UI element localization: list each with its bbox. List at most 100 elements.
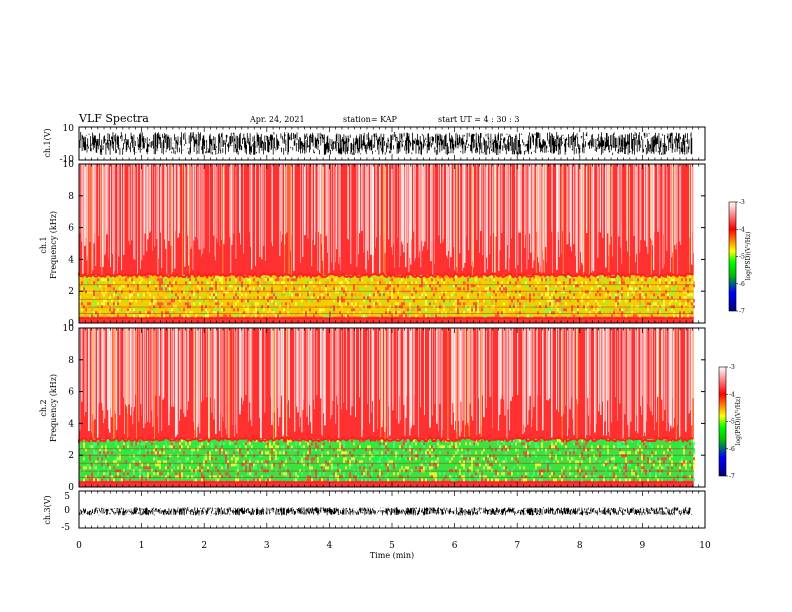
ch1-spec-texture <box>425 284 427 288</box>
ch2-spec-texture <box>431 460 433 464</box>
ch2-spec-texture <box>431 448 433 452</box>
ch1-spec-texture <box>363 308 365 312</box>
ch2-spec-streak <box>647 328 648 404</box>
ch2-spec-texture <box>673 439 675 443</box>
ch2-spec-texture <box>133 460 135 464</box>
ch1-spec-texture <box>427 299 429 303</box>
ch2-spec-texture <box>355 472 357 476</box>
ch1-spec-texture <box>443 308 445 312</box>
ch1-spec-texture <box>171 302 173 306</box>
ch2-spec-texture <box>167 466 169 470</box>
ch2-spec-texture <box>323 472 325 476</box>
ch1-spec-texture <box>539 302 541 306</box>
ch2-spec-streak <box>251 328 253 426</box>
ch1-spec-texture <box>589 290 591 294</box>
ch2-spec-texture <box>565 475 567 479</box>
ch1-spec-streak <box>609 164 611 245</box>
ch1-spec-texture <box>133 314 135 318</box>
ch2-spec-texture <box>85 466 87 470</box>
ch1-spec-texture <box>557 281 559 285</box>
ch2-spec-streak <box>310 328 311 423</box>
ch1-spec-texture <box>117 296 119 300</box>
ch2-spec-texture <box>203 442 205 446</box>
ch2-spec-texture <box>349 478 351 482</box>
ch2-spec-band-2 <box>79 480 694 487</box>
ch2-spec-texture <box>675 442 677 446</box>
ch2-spec-texture <box>271 457 273 461</box>
ch1-spec-texture <box>371 275 373 279</box>
ch1-spec-texture <box>115 311 117 315</box>
ch2-spec-texture <box>129 475 131 479</box>
ch2-spec-texture <box>131 469 133 473</box>
ch2-spec-texture <box>369 457 371 461</box>
ch1-spec-texture <box>169 296 171 300</box>
ch1-spec-texture <box>639 290 641 294</box>
ch1-spec-texture <box>331 311 333 315</box>
ch1-spec-texture <box>533 275 535 279</box>
ch2-spec-texture <box>557 448 559 452</box>
ch2-spec-texture <box>683 472 685 476</box>
ch2-spec-texture <box>371 448 373 452</box>
ch1-spec-texture <box>525 293 527 297</box>
ch1-spec-texture <box>611 314 613 318</box>
ch1-spec-texture <box>595 299 597 303</box>
ch1-spec-texture <box>409 299 411 303</box>
ch2-spec-texture <box>463 466 465 470</box>
ch1-spec-texture <box>273 308 275 312</box>
ch2-spec-texture <box>105 448 107 452</box>
ch1-spec-texture <box>163 302 165 306</box>
ch1-spec-texture <box>257 290 259 294</box>
ch2-spec-texture <box>495 460 497 464</box>
ch2-spec-texture <box>385 469 387 473</box>
ch1-spec-texture <box>545 287 547 291</box>
ch2-spec-texture <box>561 478 563 482</box>
ch2-spec-texture <box>333 466 335 470</box>
ch2-spec-texture <box>555 454 557 458</box>
ch2-spec-texture <box>609 445 611 449</box>
ch1-spec-streak <box>131 164 133 241</box>
ch1-spec-streak <box>593 164 595 272</box>
ch1-spec-texture <box>365 275 367 279</box>
ch1-spec-texture <box>623 281 625 285</box>
ch2-spec-texture <box>155 472 157 476</box>
ch1-spec-texture <box>289 293 291 297</box>
ch1-spec-texture <box>79 299 81 303</box>
ch1-spec-texture <box>447 296 449 300</box>
ch1-spec-streak <box>203 164 205 249</box>
ch2-spec-texture <box>177 466 179 470</box>
ch1-spec-texture <box>99 305 101 309</box>
ch1-spec-texture <box>559 302 561 306</box>
ch1-spec-streak <box>110 164 111 268</box>
ch1-spec-texture <box>311 278 313 282</box>
ch1-spec-texture <box>343 284 345 288</box>
ch1-spec-texture <box>437 281 439 285</box>
ch2-spec-texture <box>249 442 251 446</box>
ch2-spec-texture <box>171 445 173 449</box>
ch1-spec-texture <box>203 299 205 303</box>
ch2-spec-texture <box>203 460 205 464</box>
ch2-spec-texture <box>411 442 413 446</box>
ch2-spec-streak <box>188 328 189 402</box>
ch1-spec-texture <box>663 302 665 306</box>
ch2-spec-streak <box>486 328 487 409</box>
ch2-spec-texture <box>409 448 411 452</box>
ch1-spec-texture <box>509 305 511 309</box>
ch1-spec-texture <box>505 278 507 282</box>
ch2-spec-texture <box>425 454 427 458</box>
ch1-spec-texture <box>203 281 205 285</box>
ch1-spec-texture <box>391 293 393 297</box>
ch2-spec-streak <box>330 328 332 420</box>
ch2-spec-texture <box>663 466 665 470</box>
ch2-spec-texture <box>163 442 165 446</box>
ch1-spec-streak <box>85 164 87 238</box>
ch2-spec-texture <box>281 460 283 464</box>
ch1-spec-texture <box>477 296 479 300</box>
ch1-spec-texture <box>333 308 335 312</box>
ch1-spec-texture <box>217 308 219 312</box>
ch1-spec-texture <box>297 281 299 285</box>
ch2-spec-texture <box>489 475 491 479</box>
ch1-spec-texture <box>573 314 575 318</box>
ch2-spec-streak <box>104 328 106 419</box>
ch1-spec-spike <box>628 164 630 276</box>
ch1-spec-texture <box>171 305 173 309</box>
